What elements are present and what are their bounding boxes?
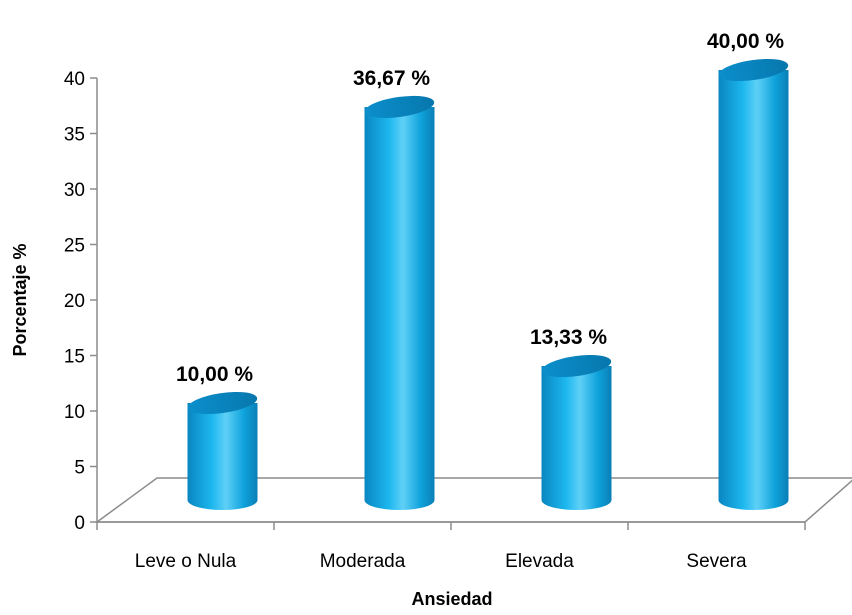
- data-label: 36,67 %: [353, 67, 430, 90]
- x-axis-title: Ansiedad: [411, 589, 492, 609]
- y-tick-label: 35: [64, 125, 85, 146]
- y-tick-label: 5: [74, 458, 85, 479]
- x-category-label: Leve o Nula: [135, 551, 237, 572]
- bar: [541, 366, 612, 510]
- y-tick-label: 30: [64, 180, 85, 201]
- y-tick-label: 0: [74, 513, 85, 534]
- y-tick-label: 10: [64, 402, 85, 423]
- bar: [364, 106, 435, 510]
- bar-top: [364, 95, 435, 118]
- x-category-label: Moderada: [320, 551, 406, 572]
- bar: [187, 403, 258, 510]
- x-category-label: Severa: [686, 551, 747, 572]
- y-axis-title: Porcentaje %: [10, 243, 30, 356]
- y-tick-label: 40: [64, 69, 85, 90]
- bar-top: [541, 355, 612, 378]
- data-label: 10,00 %: [176, 363, 253, 386]
- bar-0: 10,00 %: [176, 363, 258, 510]
- bar-2: 13,33 %: [530, 326, 612, 510]
- x-axis: Leve o Nula Moderada Elevada Severa: [96, 521, 806, 572]
- y-tick-label: 25: [64, 236, 85, 257]
- data-label: 13,33 %: [530, 326, 607, 349]
- bar: [718, 70, 789, 510]
- bar-1: 36,67 %: [353, 67, 435, 510]
- bar-top: [718, 58, 789, 82]
- bar-3: 40,00 %: [707, 30, 789, 510]
- x-category-label: Elevada: [505, 551, 574, 572]
- y-tick-label: 15: [64, 347, 85, 368]
- bars: 10,00 % 36,67 % 13,33 % 40,00 %: [176, 30, 789, 510]
- bar-top: [187, 391, 258, 415]
- data-label: 40,00 %: [707, 30, 784, 53]
- y-tick-label: 20: [64, 291, 85, 312]
- y-axis: 0 5 10 15 20 25 30 35 40: [64, 69, 98, 534]
